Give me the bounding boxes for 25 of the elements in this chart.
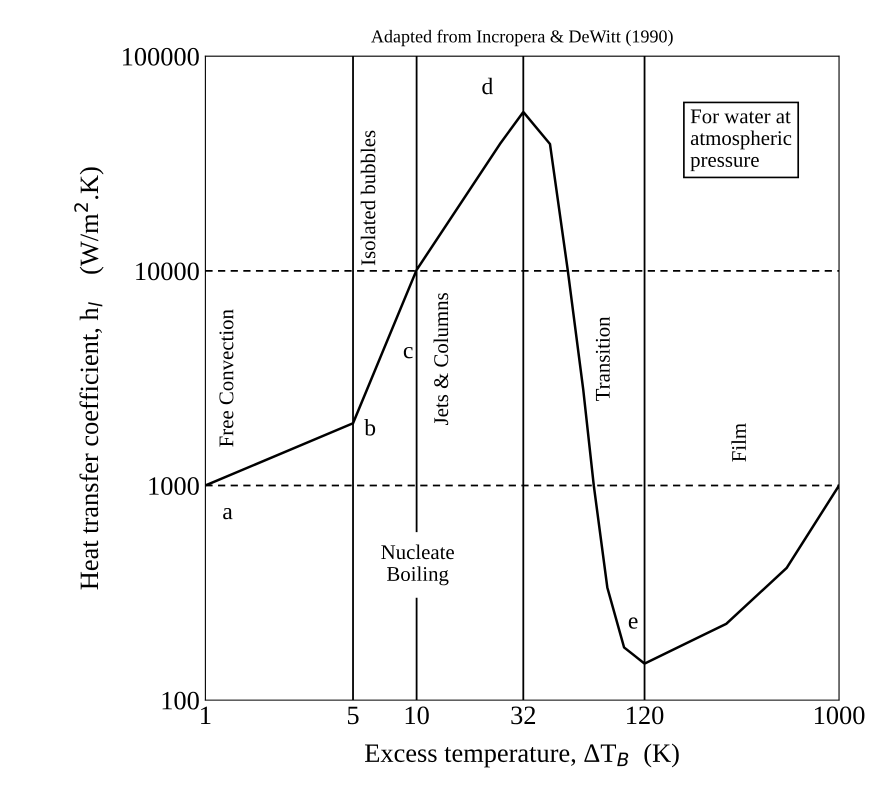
x-tick-label: 32 <box>511 706 536 724</box>
annotation: b <box>364 418 376 436</box>
annotation: Nucleate Boiling <box>381 544 454 586</box>
annotation: Free Convection <box>219 309 234 447</box>
chart-title: Adapted from Incropera & DeWitt (1990) <box>371 30 673 46</box>
y-tick-label: 1000 <box>149 477 199 495</box>
annotation: Isolated bubbles <box>360 130 376 266</box>
x-tick-label: 10 <box>406 706 429 724</box>
y-tick-label: 100 <box>162 692 199 710</box>
x-tick-label: 1 <box>201 706 210 724</box>
annotation: For water at atmospheric pressure <box>690 110 792 172</box>
annotation: Transition <box>596 316 610 401</box>
text: Heat transfer coefficient, h$_{l}$ (W/m$^{2}$.K) <box>74 167 104 590</box>
annotation: d <box>482 78 493 94</box>
x-tick-label: 120 <box>627 706 664 724</box>
annotation: Film <box>731 423 746 462</box>
x-axis-title: Excess temperature, ΔT$_{B}$ (K) <box>365 744 679 768</box>
x-tick-label: 1000 <box>814 706 864 724</box>
annotation: Jets & Columns <box>434 293 448 425</box>
annotation: a <box>223 508 232 520</box>
annotation: e <box>628 617 638 629</box>
annotation: c <box>404 346 413 358</box>
y-tick-label: 10000 <box>136 262 199 280</box>
x-tick-label: 5 <box>348 706 359 724</box>
y-tick-label: 100000 <box>122 48 199 66</box>
